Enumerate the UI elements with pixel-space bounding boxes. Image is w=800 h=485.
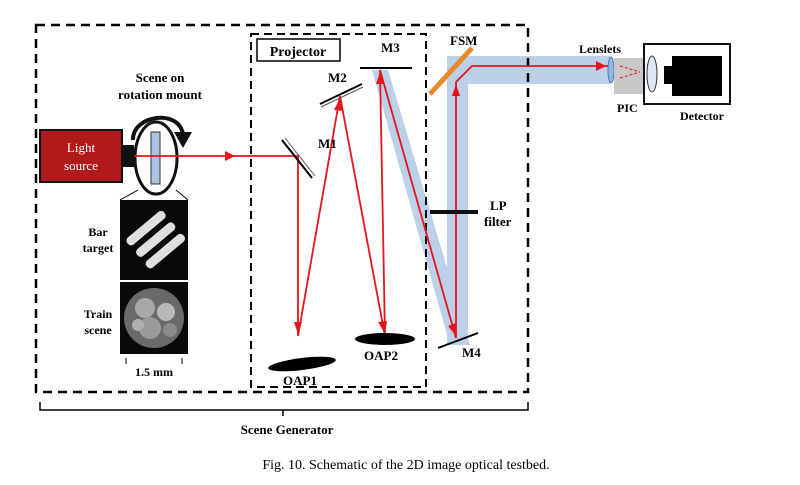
lp-filter [430,210,478,214]
beam-arrow-5 [376,72,384,84]
train-scene-label-line1: Train [84,307,113,321]
zoom-line-left [119,189,139,201]
bar-target-label-line2: target [83,241,114,255]
beam-arrow-3 [334,98,343,111]
projector-label-box [256,38,341,62]
pic-ray-1 [619,65,641,73]
scale-label: 1.5 mm [135,365,173,379]
beam-arrow-6 [448,323,456,336]
projector-border [250,33,427,388]
lp-filter-label-line1: LP [490,198,507,213]
projector-label: Projector [270,45,326,60]
m2-label: M2 [328,70,347,85]
bar-target-label-line1: Bar [88,225,108,239]
red-beam-path [134,65,608,339]
beam-arrow-2 [294,322,302,334]
lenslet-array [607,56,615,84]
train-scene-label-line2: scene [84,323,112,337]
scene-mount-label-line1: Scene on [136,70,186,85]
beam-arrow-1 [225,151,235,161]
fsm-mirror [428,46,474,96]
beam-arrow-4 [378,321,387,334]
detector-lens [646,55,658,93]
bar-target-bars [126,210,185,269]
scene-mount-label-line2: rotation mount [118,87,203,102]
mirror-m1 [281,139,313,179]
oap1-label: OAP1 [283,373,317,388]
light-source-label-line2: source [64,158,98,173]
m4-label: M4 [462,345,481,360]
lenslets-label: Lenslets [579,42,621,56]
figure-caption: Fig. 10. Schematic of the 2D image optic… [262,458,549,473]
pic-ray-2 [619,71,641,79]
light-source [39,129,123,183]
m3-label: M3 [381,40,400,55]
light-source-label-line1: Light [67,140,96,155]
train-scene-texture [124,288,184,348]
oap1-mirror [268,356,336,372]
mirror-m4 [437,332,479,349]
detector-body [664,56,722,96]
oap2-label: OAP2 [364,348,398,363]
m1-label: M1 [318,136,337,151]
zoom-line-right [175,189,189,201]
wide-beam-m3-to-m4 [372,70,470,345]
wide-beam-m4-to-fsm [447,68,468,344]
mirror-m1-backing [284,137,316,177]
pic-label: PIC [617,101,638,115]
oap2-mirror [355,333,415,345]
scene-slide [150,131,161,185]
wide-beam-fsm-to-lenslets [447,56,610,84]
scene-generator-brace [39,402,529,416]
scene-generator-border [34,23,530,394]
mirror-m2 [319,83,363,105]
lp-filter-label-line2: filter [484,214,512,229]
rotation-arrow [130,115,185,141]
beam-arrow-7 [452,84,460,96]
beam-arrow-8 [596,61,606,71]
pic-block [614,58,644,94]
light-source-aperture [122,145,134,167]
fsm-label: FSM [450,33,477,48]
rotation-arrow-head [174,132,192,148]
mirror-m2-backing [320,86,364,108]
rotation-mount [133,120,179,196]
scene-generator-label: Scene Generator [241,422,334,437]
detector-label: Detector [680,109,725,123]
